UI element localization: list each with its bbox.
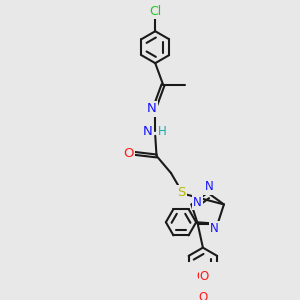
Text: N: N xyxy=(146,102,156,115)
Text: N: N xyxy=(205,180,213,194)
Text: N: N xyxy=(193,196,202,209)
Text: O: O xyxy=(197,270,206,284)
Text: N: N xyxy=(143,124,153,138)
Text: Cl: Cl xyxy=(149,5,161,18)
Text: O: O xyxy=(198,291,208,300)
Text: H: H xyxy=(158,124,167,138)
Text: O: O xyxy=(200,270,209,284)
Text: N: N xyxy=(210,222,219,235)
Text: O: O xyxy=(123,147,134,160)
Text: S: S xyxy=(177,186,186,199)
